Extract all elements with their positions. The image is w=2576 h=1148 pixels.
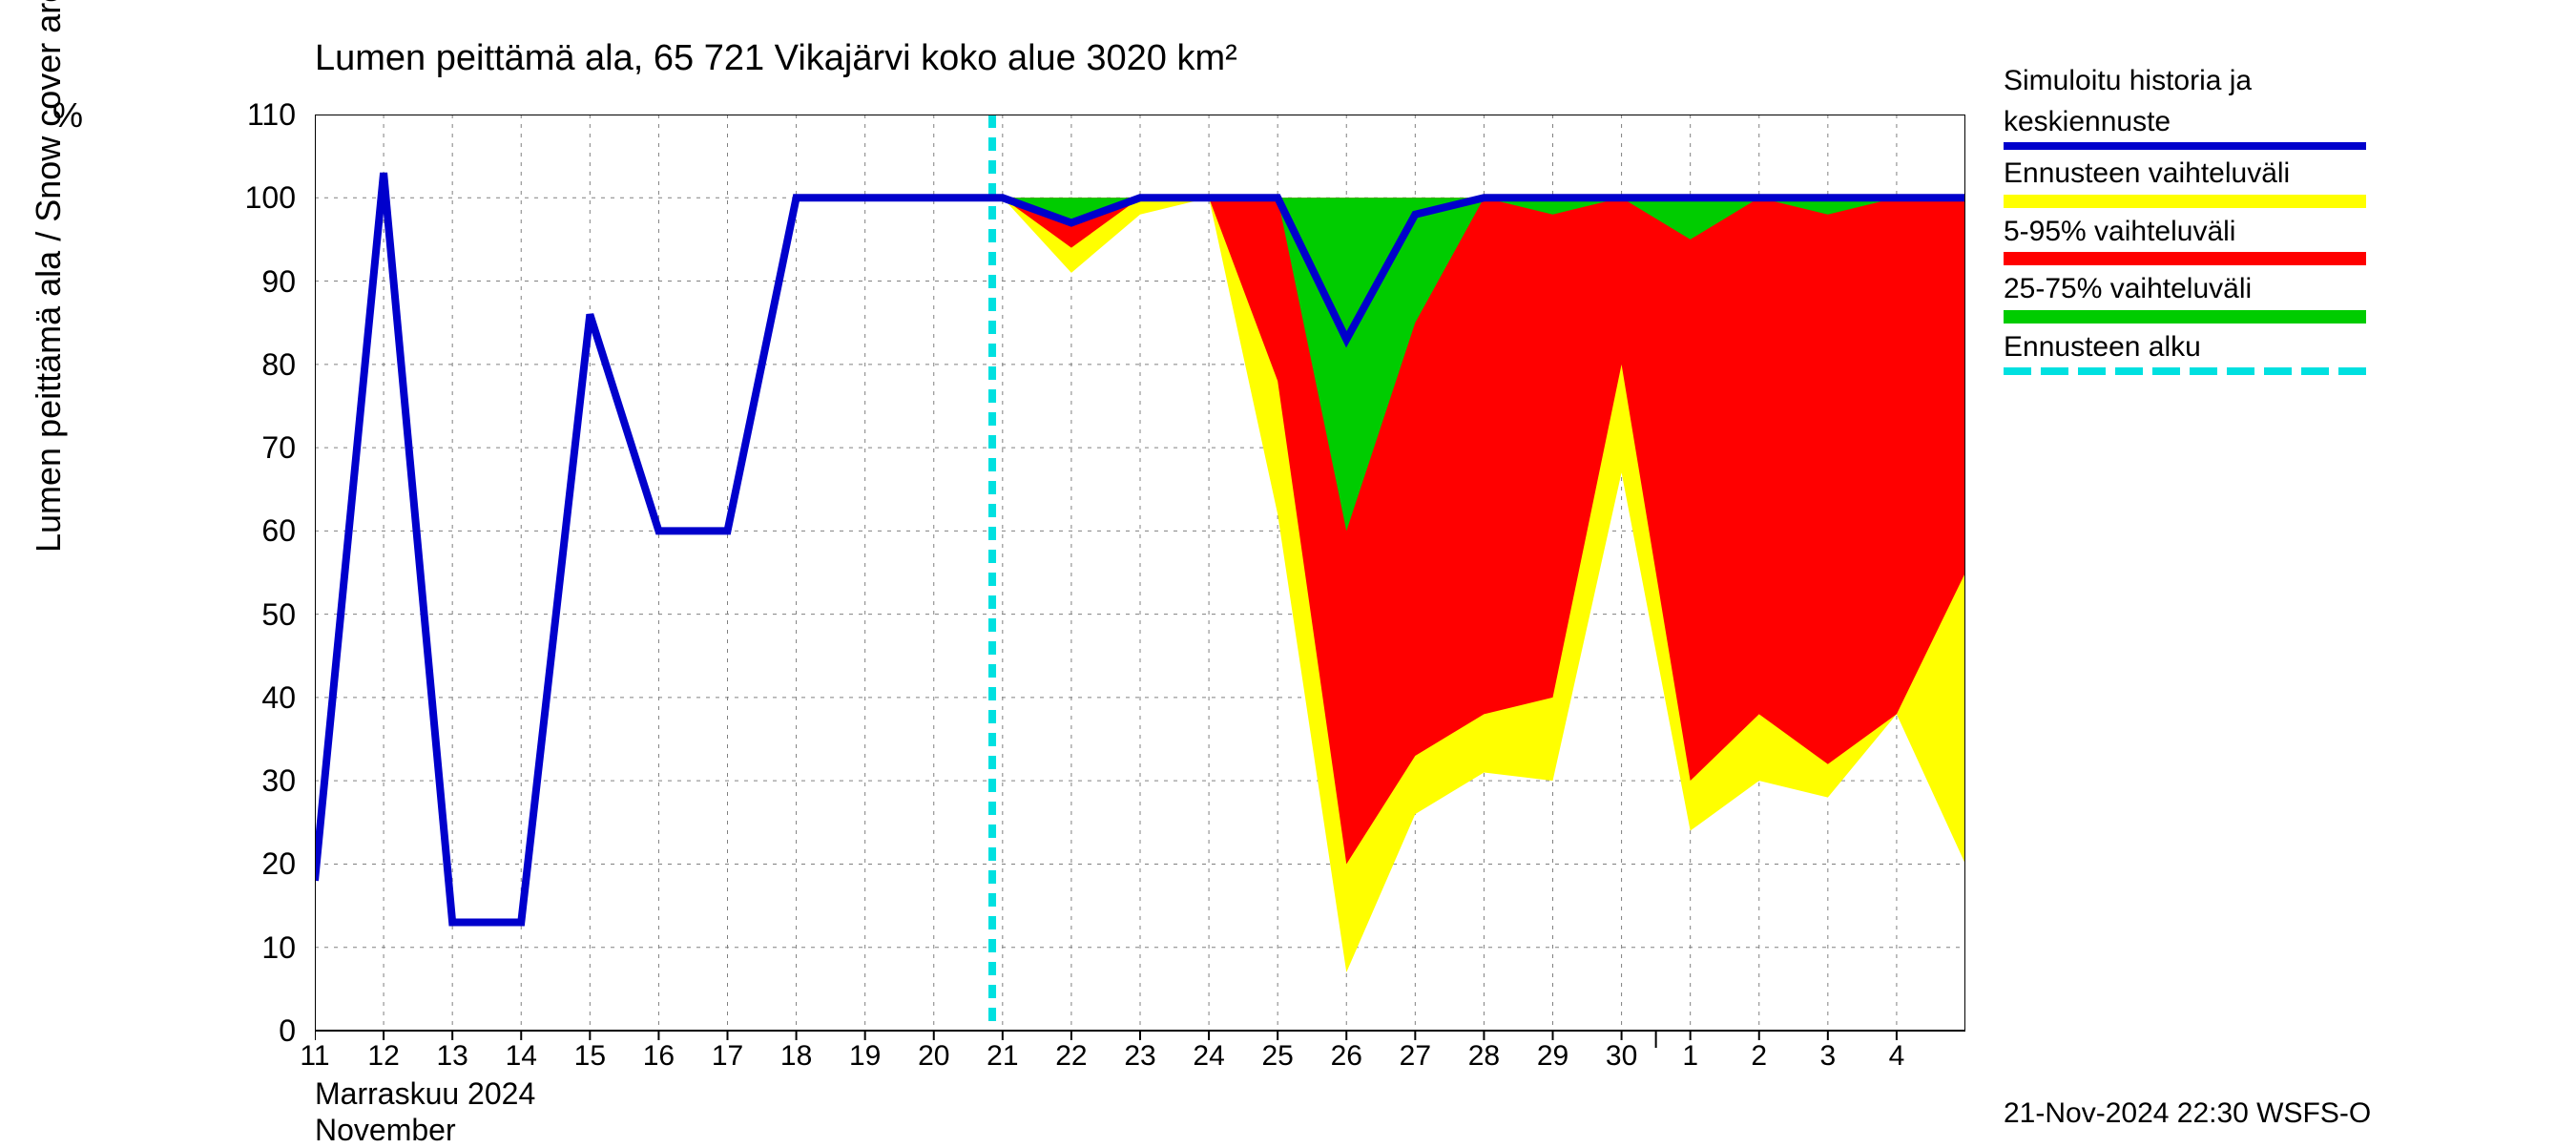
x-tick-label: 23 [1124, 1040, 1155, 1073]
x-tick-label: 25 [1261, 1040, 1293, 1073]
legend-swatch [2004, 195, 2366, 208]
legend-swatch [2004, 367, 2366, 375]
legend-label: 25-75% vaihteluväli [2004, 273, 2366, 306]
x-tick-label: 18 [780, 1040, 812, 1073]
x-tick-label: 12 [367, 1040, 399, 1073]
x-tick-label: 4 [1889, 1040, 1905, 1073]
plot-area [315, 115, 1965, 1069]
x-tick-label: 19 [849, 1040, 881, 1073]
x-tick-label: 2 [1751, 1040, 1767, 1073]
legend-label: Simuloitu historia ja [2004, 65, 2366, 98]
legend-label: Ennusteen alku [2004, 331, 2366, 365]
chart-title: Lumen peittämä ala, 65 721 Vikajärvi kok… [315, 38, 1237, 79]
y-tick-label: 50 [261, 597, 296, 633]
x-tick-label: 30 [1606, 1040, 1637, 1073]
x-tick-label: 16 [643, 1040, 675, 1073]
x-tick-label: 20 [918, 1040, 949, 1073]
y-tick-label: 70 [261, 430, 296, 466]
y-tick-label: 20 [261, 846, 296, 882]
y-axis-label: Lumen peittämä ala / Snow cover area [29, 0, 69, 553]
x-tick-label: 29 [1537, 1040, 1568, 1073]
y-axis-unit: % [52, 95, 83, 136]
legend: Simuloitu historia ja keskiennuste Ennuste… [2004, 57, 2366, 375]
legend-swatch [2004, 142, 2366, 150]
x-tick-label: 28 [1468, 1040, 1500, 1073]
x-tick-label: 14 [506, 1040, 537, 1073]
x-tick-label: 24 [1193, 1040, 1224, 1073]
legend-label: keskiennuste [2004, 106, 2366, 139]
y-tick-label: 10 [261, 930, 296, 966]
y-tick-label: 100 [245, 180, 296, 216]
x-tick-label: 22 [1055, 1040, 1087, 1073]
x-month-en: November [315, 1113, 456, 1148]
x-tick-label: 13 [436, 1040, 467, 1073]
chart-figure: Lumen peittämä ala, 65 721 Vikajärvi kok… [0, 0, 2576, 1145]
x-tick-label: 27 [1400, 1040, 1431, 1073]
legend-swatch [2004, 310, 2366, 324]
x-tick-label: 26 [1331, 1040, 1362, 1073]
timestamp: 21-Nov-2024 22:30 WSFS-O [2004, 1097, 2371, 1130]
legend-swatch [2004, 252, 2366, 265]
y-tick-label: 0 [279, 1013, 296, 1049]
x-tick-label: 1 [1682, 1040, 1698, 1073]
y-tick-label: 90 [261, 264, 296, 300]
x-tick-label: 17 [712, 1040, 743, 1073]
y-tick-label: 40 [261, 680, 296, 716]
legend-label: Ennusteen vaihteluväli [2004, 157, 2366, 191]
x-tick-label: 11 [300, 1040, 329, 1073]
y-tick-label: 60 [261, 513, 296, 549]
y-tick-label: 110 [247, 97, 296, 133]
x-tick-label: 3 [1819, 1040, 1836, 1073]
x-tick-label: 21 [987, 1040, 1018, 1073]
y-tick-label: 30 [261, 763, 296, 799]
legend-label: 5-95% vaihteluväli [2004, 216, 2366, 249]
y-tick-label: 80 [261, 347, 296, 383]
x-month-fi: Marraskuu 2024 [315, 1076, 535, 1112]
x-tick-label: 15 [574, 1040, 606, 1073]
